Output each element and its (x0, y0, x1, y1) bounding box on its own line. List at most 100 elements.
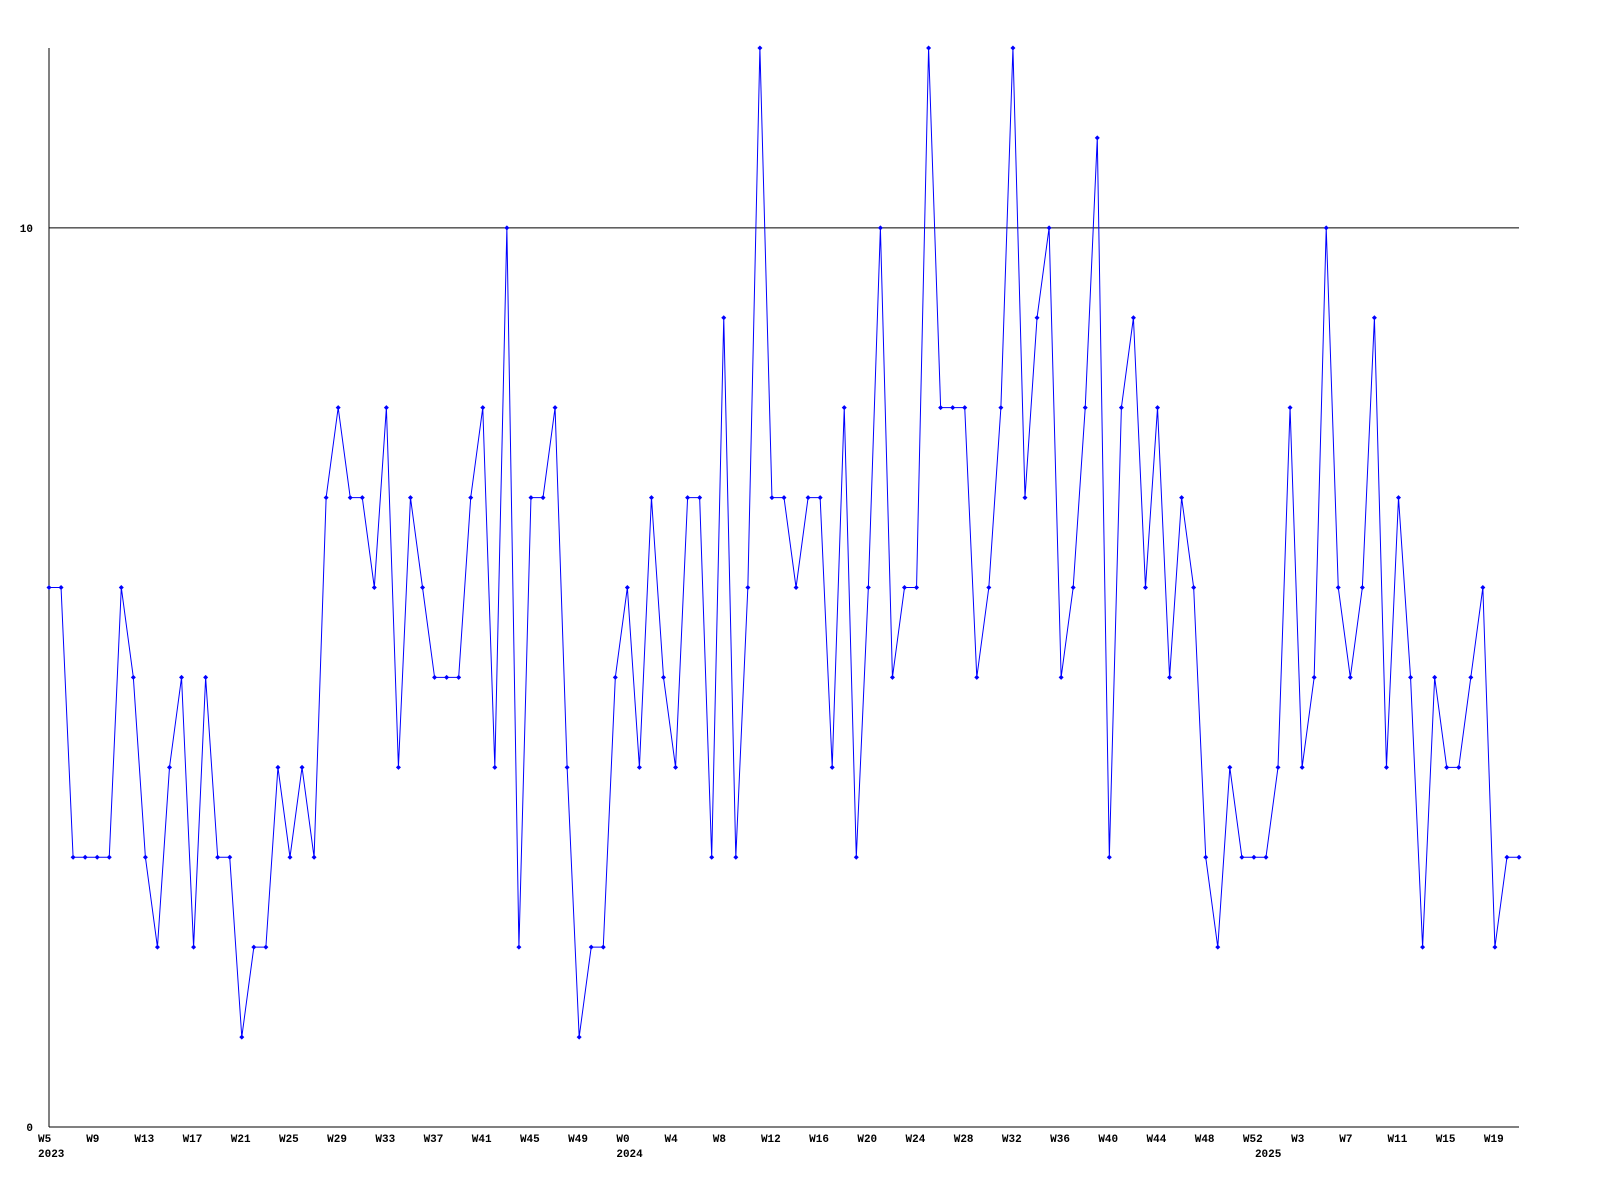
data-point (106, 854, 112, 860)
x-tick-label: W25 (279, 1134, 299, 1146)
x-tick-label: W9 (86, 1134, 99, 1146)
data-point (420, 585, 426, 590)
data-point (1516, 854, 1522, 860)
data-point (1347, 674, 1353, 680)
x-tick-label: W48 (1195, 1134, 1215, 1146)
data-point (1468, 674, 1474, 680)
x-tick-label: W40 (1098, 1134, 1118, 1146)
data-point (1167, 674, 1173, 680)
x-tick-label: W21 (231, 1134, 251, 1146)
data-point (1263, 854, 1269, 860)
data-point (829, 764, 835, 770)
data-point (805, 495, 811, 501)
data-point (1058, 674, 1064, 680)
x-tick-label: W28 (954, 1134, 974, 1146)
data-point (636, 764, 642, 770)
data-point (757, 45, 763, 51)
data-point (648, 495, 654, 501)
data-point (1191, 585, 1197, 590)
data-point (1118, 405, 1124, 411)
data-point (817, 495, 823, 501)
data-point (1155, 405, 1161, 411)
data-point (1215, 944, 1221, 950)
data-point (697, 495, 703, 501)
data-point (1287, 405, 1293, 411)
data-point (58, 585, 64, 590)
x-tick-label: W29 (327, 1134, 347, 1146)
data-point (624, 585, 630, 590)
data-point (94, 854, 100, 860)
x-tick-label: W17 (183, 1134, 203, 1146)
data-point (781, 495, 787, 501)
data-point (685, 495, 691, 501)
data-point (998, 405, 1004, 411)
data-point (709, 854, 715, 860)
data-point (287, 854, 293, 860)
data-point (926, 45, 932, 51)
data-point (901, 585, 907, 590)
data-point (745, 585, 751, 590)
data-point (1396, 495, 1402, 501)
x-tick-label: W49 (568, 1134, 588, 1146)
data-point (552, 405, 558, 411)
x-tick-label: W24 (906, 1134, 926, 1146)
data-point (444, 674, 450, 680)
x-tick-label: W37 (424, 1134, 444, 1146)
data-point (1046, 225, 1052, 231)
data-point (564, 764, 570, 770)
data-point (528, 495, 534, 501)
data-point (1359, 585, 1365, 590)
data-point (1179, 495, 1185, 501)
x-tick-label: W45 (520, 1134, 540, 1146)
y-tick-label: 10 (20, 224, 33, 236)
data-point (335, 405, 341, 411)
data-point (251, 944, 257, 950)
data-point (612, 674, 618, 680)
x-tick-label: W5 (38, 1134, 52, 1146)
data-point (166, 764, 172, 770)
data-point (1371, 315, 1377, 321)
data-point (191, 944, 197, 950)
data-point (227, 854, 233, 860)
data-point (914, 585, 920, 590)
data-point (1130, 315, 1136, 321)
series-line (49, 47, 1519, 1038)
data-point (661, 674, 667, 680)
data-point (793, 585, 799, 590)
data-point (215, 854, 221, 860)
data-point (950, 405, 956, 411)
data-point (347, 495, 353, 501)
x-tick-label: W11 (1388, 1134, 1408, 1146)
data-point (275, 764, 281, 770)
data-point (1082, 405, 1088, 411)
data-point (480, 405, 486, 411)
data-point (1106, 854, 1112, 860)
data-point (1420, 944, 1426, 950)
data-point (1408, 674, 1414, 680)
data-point (986, 585, 992, 590)
x-tick-label: W12 (761, 1134, 781, 1146)
data-point (540, 495, 546, 501)
data-point (841, 405, 847, 411)
data-point (371, 585, 377, 590)
x-tick-label: W7 (1339, 1134, 1352, 1146)
data-point (721, 315, 727, 321)
data-point (299, 764, 305, 770)
data-point (588, 944, 594, 950)
x-tick-label: W36 (1050, 1134, 1070, 1146)
data-point (673, 764, 679, 770)
data-point (359, 495, 365, 501)
data-point (1335, 585, 1341, 590)
year-label: 2025 (1255, 1149, 1282, 1161)
data-point (263, 944, 269, 950)
data-point (311, 854, 317, 860)
year-label: 2024 (616, 1149, 643, 1161)
data-point (1480, 585, 1486, 590)
data-point (70, 854, 76, 860)
data-point (1239, 854, 1245, 860)
data-point (938, 405, 944, 411)
x-tick-label: W3 (1291, 1134, 1305, 1146)
data-point (1251, 854, 1257, 860)
